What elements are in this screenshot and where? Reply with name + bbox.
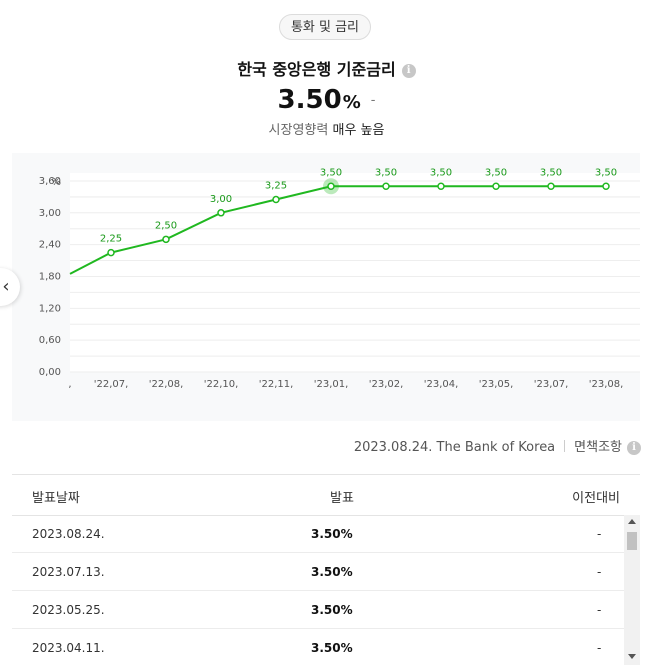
chart-area: % 3,60 3,00 2,40 1,80 1,20 0,60 0,00, '22,07, '22… <box>12 153 640 421</box>
y-tick-label: 0,60 <box>39 335 61 346</box>
row-date: 2023.04.11. <box>32 641 105 655</box>
data-label: 3,50 <box>375 167 397 178</box>
x-tick-label: '23,08, <box>589 379 624 390</box>
y-tick-label: 2,40 <box>39 240 61 251</box>
data-label: 3,50 <box>320 167 342 178</box>
scroll-down-icon[interactable] <box>628 654 636 659</box>
data-point <box>492 182 500 191</box>
y-tick-label: 1,80 <box>39 271 61 282</box>
row-value: 3.50% <box>311 603 353 617</box>
data-point <box>382 182 390 191</box>
disclaimer-link[interactable]: 면책조항 <box>574 440 622 455</box>
page-title: 한국 중앙은행 기준금리 i <box>0 56 653 80</box>
impact-level: 매우 높음 <box>332 123 385 138</box>
data-label: 3,00 <box>210 194 232 205</box>
data-point <box>107 248 115 257</box>
x-tick-label: '22,10, <box>204 379 239 390</box>
x-tick-label: '23,04, <box>424 379 459 390</box>
divider <box>564 440 566 452</box>
x-tick-label: '22,11, <box>259 379 294 390</box>
x-tick-label: '23,01, <box>314 379 349 390</box>
line-chart: %3,60 3,00 2,40 1,80 1,20 0,60 0,00, '22,07, '22… <box>39 167 640 390</box>
header-date[interactable]: 발표날짜 <box>32 491 80 506</box>
plot-background <box>70 173 640 372</box>
y-tick-label: 0,00 <box>39 367 61 378</box>
row-value: 3.50% <box>311 527 353 541</box>
row-prev: - <box>597 641 602 655</box>
info-icon[interactable]: i <box>627 440 641 455</box>
impact-label: 시장영향력 <box>268 123 329 138</box>
market-impact: 시장영향력 매우 높음 <box>0 119 653 138</box>
x-tick-label: '22,08, <box>149 379 184 390</box>
row-date: 2023.05.25. <box>32 603 105 617</box>
data-label: 2,50 <box>155 220 177 231</box>
y-tick-label: 3,60 <box>39 176 61 187</box>
x-tick-label: '23,02, <box>369 379 404 390</box>
header-value[interactable]: 발표 <box>330 491 354 506</box>
rate-unit: % <box>342 92 361 113</box>
row-date: 2023.08.24. <box>32 527 105 541</box>
data-point <box>327 182 335 191</box>
data-point <box>602 182 610 191</box>
data-label: 3,50 <box>430 167 452 178</box>
table-row: 2023.05.25. 3.50% - <box>12 591 640 629</box>
info-icon[interactable]: i <box>401 63 416 78</box>
data-label: 3,50 <box>595 167 617 178</box>
category-pill[interactable]: 통화 및 금리 <box>279 14 371 40</box>
header-prev[interactable]: 이전대비 <box>572 491 620 506</box>
table-header: 발표날짜 발표 이전대비 <box>12 474 640 516</box>
scroll-up-icon[interactable] <box>628 519 636 524</box>
table-row: 2023.04.11. 3.50% - <box>12 629 640 665</box>
row-value: 3.50% <box>311 565 353 579</box>
source-text: 2023.08.24. The Bank of Korea <box>353 440 556 455</box>
scroll-thumb[interactable] <box>627 532 637 550</box>
row-date: 2023.07.13. <box>32 565 105 579</box>
row-prev: - <box>597 565 602 579</box>
x-tick-label: , <box>68 379 71 390</box>
table-row: 2023.08.24. 3.50% - <box>12 515 640 553</box>
row-prev: - <box>597 527 602 541</box>
data-point <box>437 182 445 191</box>
x-tick-label: '22,07, <box>94 379 129 390</box>
y-tick-label: 3,00 <box>39 208 61 219</box>
row-prev: - <box>597 603 602 617</box>
y-axis-label: % <box>51 177 61 188</box>
table-body: 2023.08.24. 3.50% - 2023.07.13. 3.50% - … <box>12 515 640 665</box>
rate-change: - <box>370 93 376 108</box>
x-tick-label: '23,07, <box>534 379 569 390</box>
data-label: 2,25 <box>100 234 122 245</box>
data-label: 3,25 <box>265 181 287 192</box>
data-label: 3,50 <box>485 167 507 178</box>
data-point <box>547 182 555 191</box>
x-tick-label: '23,05, <box>479 379 514 390</box>
row-value: 3.50% <box>311 641 353 655</box>
data-point <box>217 209 225 217</box>
data-label: 3,50 <box>540 167 562 178</box>
scrollbar[interactable] <box>624 515 640 665</box>
y-tick-label: 1,20 <box>39 303 61 314</box>
rate-display: 3.50% - <box>0 85 653 115</box>
title-text: 한국 중앙은행 기준금리 <box>237 60 396 79</box>
data-point <box>162 235 170 244</box>
chevron-left-icon[interactable]: ‹ <box>0 268 20 306</box>
table-row: 2023.07.13. 3.50% - <box>12 553 640 591</box>
source-line: 2023.08.24. The Bank of Korea 면책조항 i <box>354 436 641 455</box>
data-point <box>272 195 280 204</box>
rate-value: 3.50 <box>277 85 342 115</box>
